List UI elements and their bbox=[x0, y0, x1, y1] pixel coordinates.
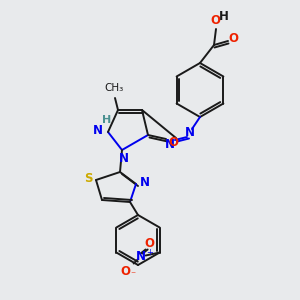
Text: O: O bbox=[168, 136, 178, 148]
Text: O: O bbox=[121, 265, 131, 278]
Text: H: H bbox=[219, 10, 229, 22]
Text: N: N bbox=[165, 139, 175, 152]
Text: S: S bbox=[84, 172, 92, 184]
Text: ⁻: ⁻ bbox=[130, 271, 135, 281]
Text: N: N bbox=[140, 176, 150, 188]
Text: N: N bbox=[93, 124, 103, 136]
Text: O: O bbox=[145, 237, 155, 250]
Text: +: + bbox=[146, 248, 153, 257]
Text: N: N bbox=[119, 152, 129, 164]
Text: O: O bbox=[228, 32, 238, 46]
Text: H: H bbox=[102, 115, 112, 125]
Text: CH₃: CH₃ bbox=[104, 83, 124, 93]
Text: N: N bbox=[136, 250, 146, 263]
Text: N: N bbox=[185, 125, 195, 139]
Text: O: O bbox=[210, 14, 220, 26]
